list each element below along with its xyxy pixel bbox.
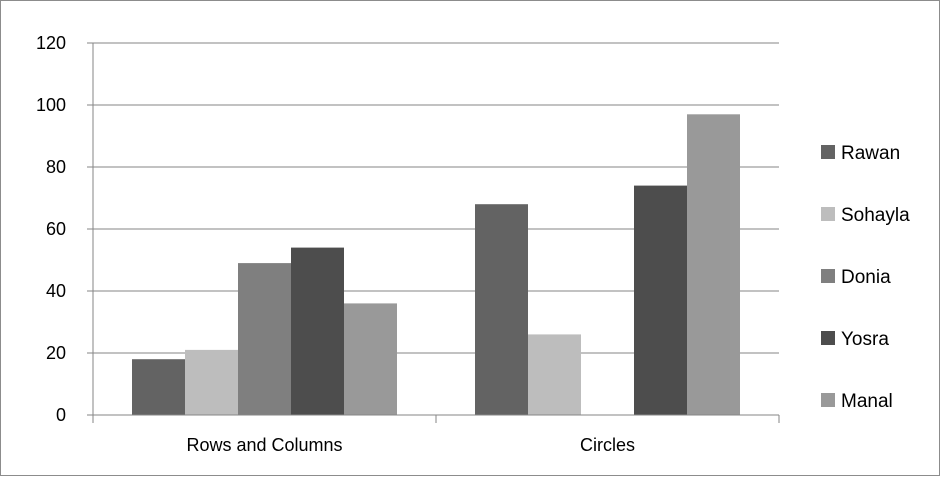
y-tick-label: 20 bbox=[46, 343, 66, 363]
axes: 0 20 40 60 80 100 120 Rows and Columns Circles bbox=[36, 33, 780, 455]
legend-swatch bbox=[821, 331, 835, 345]
bar-manal-0 bbox=[344, 303, 397, 415]
bars bbox=[132, 114, 740, 416]
y-tick-label: 60 bbox=[46, 219, 66, 239]
legend-swatch bbox=[821, 269, 835, 283]
bar-yosra-0 bbox=[291, 247, 344, 415]
bar-yosra-1 bbox=[634, 185, 687, 415]
bar-manal-1 bbox=[687, 114, 740, 416]
legend-label: Yosra bbox=[841, 329, 889, 350]
bar-rawan-1 bbox=[475, 204, 528, 415]
legend-label: Manal bbox=[841, 391, 893, 412]
bar-sohayla-1 bbox=[528, 334, 581, 415]
legend-label: Donia bbox=[841, 267, 891, 288]
legend-swatch bbox=[821, 145, 835, 159]
legend: Rawan Sohayla Donia Yosra Manal bbox=[821, 143, 910, 412]
y-tick-label: 100 bbox=[36, 95, 66, 115]
bar-donia-0 bbox=[238, 263, 291, 415]
bar-sohayla-0 bbox=[185, 349, 238, 415]
legend-swatch bbox=[821, 393, 835, 407]
legend-label: Sohayla bbox=[841, 205, 910, 226]
x-category-label: Circles bbox=[580, 435, 635, 455]
bar-rawan-0 bbox=[132, 359, 185, 415]
y-tick-label: 0 bbox=[56, 405, 66, 425]
y-tick-label: 80 bbox=[46, 157, 66, 177]
legend-swatch bbox=[821, 207, 835, 221]
x-category-label: Rows and Columns bbox=[186, 435, 342, 455]
legend-label: Rawan bbox=[841, 143, 900, 164]
y-tick-label: 120 bbox=[36, 33, 66, 53]
y-tick-label: 40 bbox=[46, 281, 66, 301]
